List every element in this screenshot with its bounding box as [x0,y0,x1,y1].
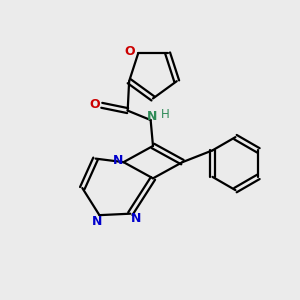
Text: O: O [90,98,100,111]
Text: H: H [161,108,170,121]
Text: N: N [147,110,157,123]
Text: N: N [92,215,102,228]
Text: N: N [130,212,141,226]
Text: N: N [113,154,124,167]
Text: O: O [125,45,135,58]
